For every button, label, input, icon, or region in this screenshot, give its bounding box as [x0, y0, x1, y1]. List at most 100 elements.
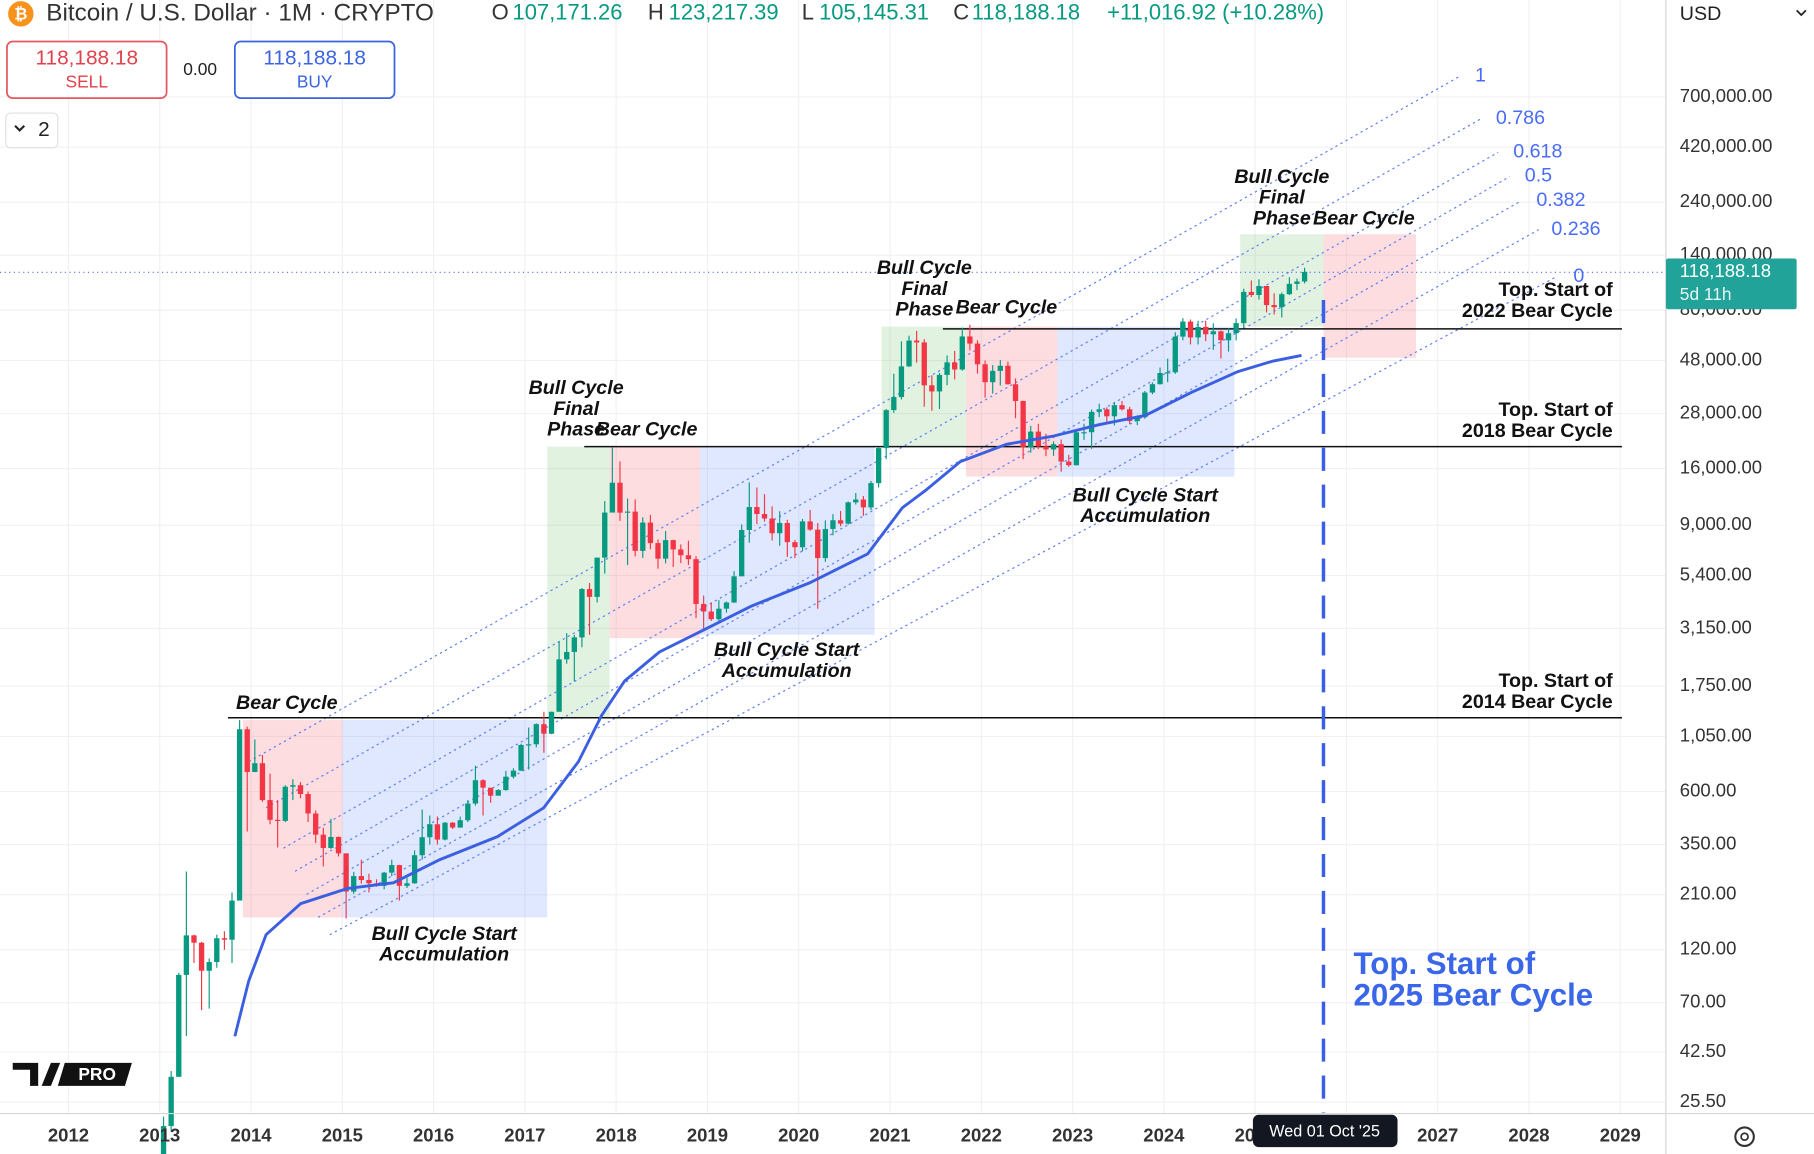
sell-price[interactable]: 118,188.18 — [35, 46, 138, 69]
y-tick-label: 420,000.00 — [1680, 135, 1773, 156]
annotation: Bull Cycle Start — [714, 639, 861, 661]
fib-label: 0.618 — [1513, 141, 1562, 163]
settings-icon[interactable] — [1734, 1126, 1755, 1147]
candle-body — [1119, 405, 1125, 410]
candle-body — [564, 651, 570, 660]
candle-body — [921, 342, 927, 386]
candle-body — [974, 343, 981, 365]
candle-body — [959, 336, 965, 370]
candle-body — [602, 512, 608, 558]
candle-body — [419, 837, 425, 856]
candle-body — [1134, 417, 1140, 422]
buy-price[interactable]: 118,188.18 — [263, 46, 366, 69]
layers-toggle[interactable] — [5, 112, 59, 149]
candle-body — [754, 507, 760, 515]
candle-body — [274, 819, 281, 821]
candle-body — [449, 822, 456, 828]
candle-body — [906, 340, 912, 367]
spread: 0.00 — [183, 59, 217, 79]
y-tick-label: 1,750.00 — [1680, 674, 1752, 695]
fib-line — [283, 151, 1499, 849]
candle-body — [472, 780, 479, 804]
candle-body — [503, 776, 509, 791]
candle-body — [1218, 331, 1224, 341]
annotation: Bull Cycle Start — [372, 923, 519, 945]
candle-body — [244, 729, 250, 772]
ohlc-key: O — [492, 0, 509, 25]
level-label: 2018 Bear Cycle — [1462, 420, 1613, 442]
candle-body — [1050, 444, 1057, 450]
accumulation-zone — [342, 720, 548, 918]
candle-body — [868, 483, 874, 508]
candle-body — [609, 482, 616, 513]
currency[interactable]: USD — [1680, 3, 1721, 25]
y-tick-label: 240,000.00 — [1680, 190, 1773, 211]
candle-body — [1279, 294, 1285, 308]
candle-body — [1271, 305, 1277, 308]
candle-body — [1225, 333, 1232, 341]
candle-body — [1066, 461, 1072, 466]
candle-body — [1203, 326, 1209, 335]
level-label: 2022 Bear Cycle — [1462, 300, 1613, 322]
x-tick-label: 2029 — [1600, 1125, 1641, 1146]
candle-body — [799, 521, 806, 548]
x-tick-label: 2017 — [504, 1125, 545, 1146]
chevron — [1796, 9, 1807, 17]
date-tooltip — [1252, 1114, 1398, 1148]
y-tick-label: 3,150.00 — [1680, 616, 1752, 637]
x-tick-label: 2024 — [1143, 1125, 1185, 1146]
buy-label[interactable]: BUY — [297, 72, 333, 92]
annotation: Final — [1259, 187, 1305, 209]
candle-body — [1043, 446, 1049, 450]
level-label: Top. Start of — [1498, 399, 1613, 421]
candle-body — [457, 820, 463, 828]
candle-body — [837, 520, 844, 524]
annotation: Bear Cycle — [236, 692, 338, 714]
annotation: Final — [553, 398, 599, 420]
annotation: Bull Cycle Start — [1073, 484, 1220, 506]
candle-body — [662, 540, 669, 559]
x-tick-label: 2027 — [1417, 1125, 1458, 1146]
candle-body — [168, 1076, 174, 1127]
annotation: Phase — [895, 299, 953, 321]
ohlc-key: H — [648, 0, 664, 25]
x-tick-label: 2014 — [230, 1125, 272, 1146]
candle-body — [328, 836, 334, 848]
candle-body — [351, 876, 357, 892]
candle-body — [647, 522, 654, 544]
candle-body — [434, 824, 441, 840]
layers-count[interactable]: 2 — [38, 118, 50, 141]
x-tick-label: 2015 — [322, 1125, 363, 1146]
ohlc-value: 105,145.31 — [819, 0, 929, 25]
y-tick-label: 600.00 — [1680, 779, 1737, 800]
candle-body — [617, 482, 623, 513]
y-tick-label: 210.00 — [1680, 883, 1737, 904]
grid — [0, 0, 1666, 1114]
candle-body — [1149, 384, 1156, 393]
fib-line — [306, 200, 1522, 895]
level-label: Top. Start of — [1498, 670, 1613, 692]
annotation: Bear Cycle — [596, 419, 698, 441]
buy-button[interactable] — [233, 40, 396, 99]
x-tick-label: 2020 — [778, 1125, 819, 1146]
candle-body — [267, 800, 273, 820]
candle-body — [784, 522, 790, 543]
ohlc-value: 118,188.18 — [972, 0, 1080, 25]
candle-body — [282, 786, 288, 821]
x-tick-label: 2028 — [1508, 1125, 1549, 1146]
candle-body — [1241, 291, 1247, 324]
candle-body — [548, 711, 555, 734]
annotation: Phase — [547, 419, 605, 441]
sell-button[interactable] — [6, 40, 168, 99]
fib-line — [265, 118, 1482, 809]
candle-body — [526, 744, 532, 746]
fib-label: 0.786 — [1496, 107, 1545, 129]
pro-badge — [57, 1062, 132, 1086]
candle-body — [594, 557, 600, 597]
candle-body — [206, 962, 212, 971]
annotation: Bear Cycle — [956, 296, 1058, 318]
sell-label[interactable]: SELL — [66, 72, 109, 92]
ohlc-value: 107,171.26 — [513, 0, 623, 25]
candle-body — [769, 518, 775, 534]
